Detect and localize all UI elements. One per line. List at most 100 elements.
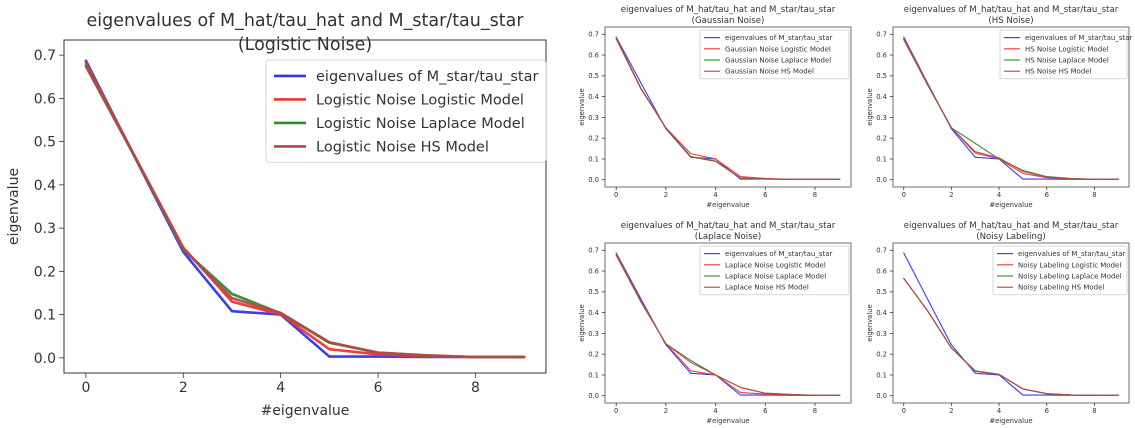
legend-label-2: Noisy Labeling Laplace Model xyxy=(1018,273,1122,281)
chart-panel-2: eigenvalues of M_hat/tau_hat and M_star/… xyxy=(866,5,1133,209)
chart-panel-4: eigenvalues of M_hat/tau_hat and M_star/… xyxy=(866,221,1130,425)
legend-label-1: Laplace Noise Logistic Model xyxy=(725,261,826,269)
x-tick-label: 4 xyxy=(713,407,717,415)
legend-box xyxy=(265,59,547,163)
axes-frame xyxy=(892,26,1130,188)
y-tick-label: 0.4 xyxy=(876,309,887,317)
y-tick-label: 0.2 xyxy=(876,351,887,359)
legend-label-0: eigenvalues of M_star/tau_star xyxy=(725,250,833,258)
axes-frame xyxy=(63,39,547,374)
x-tick-label: 2 xyxy=(949,407,953,415)
y-tick-label: 0.0 xyxy=(876,176,887,184)
legend-label-3: HS Noise HS Model xyxy=(1025,68,1092,76)
x-axis-label: #eigenvalue xyxy=(261,403,350,419)
series-line-3 xyxy=(84,65,526,359)
x-tick-label: 4 xyxy=(713,191,717,199)
y-tick-label: 0.7 xyxy=(876,31,887,39)
legend-label-1: Gaussian Noise Logistic Model xyxy=(725,45,831,53)
y-tick-label: 0.1 xyxy=(34,308,56,324)
legend-label-0: eigenvalues of M_star/tau_star xyxy=(316,69,538,85)
y-tick-label: 0.1 xyxy=(876,371,887,379)
y-tick-label: 0.5 xyxy=(588,288,599,296)
x-tick-label: 0 xyxy=(614,191,618,199)
legend-label-2: HS Noise Laplace Model xyxy=(1025,57,1109,65)
legend: eigenvalues of M_star/tau_star Logistic N… xyxy=(265,59,547,163)
y-tick-label: 0.4 xyxy=(34,178,56,194)
x-tick-label: 8 xyxy=(471,380,480,396)
y-tick-label: 0.3 xyxy=(588,330,599,338)
y-tick-label: 0.3 xyxy=(34,221,56,237)
legend: eigenvalues of M_star/tau_star Laplace No… xyxy=(699,245,850,296)
y-tick-label: 0.7 xyxy=(588,31,599,39)
chart-subtitle: (Noisy Labeling) xyxy=(976,232,1046,242)
legend-label-0: eigenvalues of M_star/tau_star xyxy=(1018,250,1126,258)
legend-box xyxy=(992,245,1128,296)
x-axis-label: #eigenvalue xyxy=(989,201,1032,209)
chart-title: eigenvalues of M_hat/tau_hat and M_star/… xyxy=(904,5,1119,15)
chart-panel-0: eigenvalues of M_hat/tau_hat and M_star/… xyxy=(6,11,547,419)
legend-label-0: eigenvalues of M_star/tau_star xyxy=(725,34,833,42)
x-tick-label: 6 xyxy=(763,191,767,199)
x-tick-label: 2 xyxy=(179,380,188,396)
x-axis-label: #eigenvalue xyxy=(989,417,1032,425)
legend-label-2: Logistic Noise Laplace Model xyxy=(316,116,525,132)
x-tick-label: 6 xyxy=(1045,191,1049,199)
y-tick-label: 0.4 xyxy=(588,309,599,317)
series-line-3 xyxy=(903,277,1119,396)
y-tick-label: 0.7 xyxy=(34,48,56,64)
y-tick-label: 0.3 xyxy=(876,114,887,122)
legend: eigenvalues of M_star/tau_star HS Noise L… xyxy=(999,29,1133,80)
y-tick-label: 0.7 xyxy=(876,247,887,255)
legend-label-1: Logistic Noise Logistic Model xyxy=(316,93,524,109)
x-tick-label: 2 xyxy=(949,191,953,199)
y-tick-label: 0.7 xyxy=(588,247,599,255)
chart-title: eigenvalues of M_hat/tau_hat and M_star/… xyxy=(904,221,1119,231)
legend-label-1: HS Noise Logistic Model xyxy=(1025,45,1109,53)
legend-label-3: Logistic Noise HS Model xyxy=(316,140,489,156)
y-tick-label: 0.2 xyxy=(876,135,887,143)
chart-subtitle: (Gaussian Noise) xyxy=(692,16,765,26)
legend-label-2: Laplace Noise Laplace Model xyxy=(725,273,826,281)
legend-label-2: Gaussian Noise Laplace Model xyxy=(725,57,831,65)
y-tick-label: 0.5 xyxy=(876,72,887,80)
y-tick-label: 0.5 xyxy=(876,288,887,296)
x-tick-label: 8 xyxy=(1092,407,1096,415)
x-tick-label: 4 xyxy=(997,191,1001,199)
y-axis-label: eigenvalue xyxy=(578,304,586,341)
x-tick-label: 0 xyxy=(81,380,90,396)
axes-frame xyxy=(604,26,852,188)
axes-frame xyxy=(892,242,1130,404)
y-tick-label: 0.2 xyxy=(588,135,599,143)
x-axis-label: #eigenvalue xyxy=(706,417,749,425)
series-line-1 xyxy=(903,277,1119,396)
x-tick-label: 6 xyxy=(374,380,383,396)
y-tick-label: 0.4 xyxy=(876,93,887,101)
x-tick-label: 0 xyxy=(902,407,906,415)
chart-panel-1: eigenvalues of M_hat/tau_hat and M_star/… xyxy=(578,5,852,209)
y-tick-label: 0.3 xyxy=(588,114,599,122)
y-tick-label: 0.1 xyxy=(876,155,887,163)
y-tick-label: 0.1 xyxy=(588,155,599,163)
y-tick-label: 0.5 xyxy=(34,135,56,151)
axes-frame xyxy=(604,242,852,404)
x-tick-label: 8 xyxy=(813,191,817,199)
y-tick-label: 0.0 xyxy=(876,392,887,400)
y-tick-label: 0.6 xyxy=(876,51,887,59)
legend: eigenvalues of M_star/tau_star Noisy Labe… xyxy=(992,245,1128,296)
chart-panel-3: eigenvalues of M_hat/tau_hat and M_star/… xyxy=(578,221,852,425)
legend-label-3: Noisy Labeling HS Model xyxy=(1018,284,1104,292)
y-tick-label: 0.0 xyxy=(588,392,599,400)
x-tick-label: 0 xyxy=(614,407,618,415)
x-axis-label: #eigenvalue xyxy=(706,201,749,209)
series-line-3 xyxy=(615,38,841,180)
chart-subtitle: (HS Noise) xyxy=(988,16,1033,26)
legend-label-3: Laplace Noise HS Model xyxy=(725,284,809,292)
series-line-2 xyxy=(903,277,1119,396)
y-tick-label: 0.2 xyxy=(34,264,56,280)
y-tick-label: 0.6 xyxy=(34,91,56,107)
y-axis-label: eigenvalue xyxy=(6,168,22,245)
y-axis-label: eigenvalue xyxy=(866,304,874,341)
y-tick-label: 0.4 xyxy=(588,93,599,101)
x-tick-label: 8 xyxy=(813,407,817,415)
